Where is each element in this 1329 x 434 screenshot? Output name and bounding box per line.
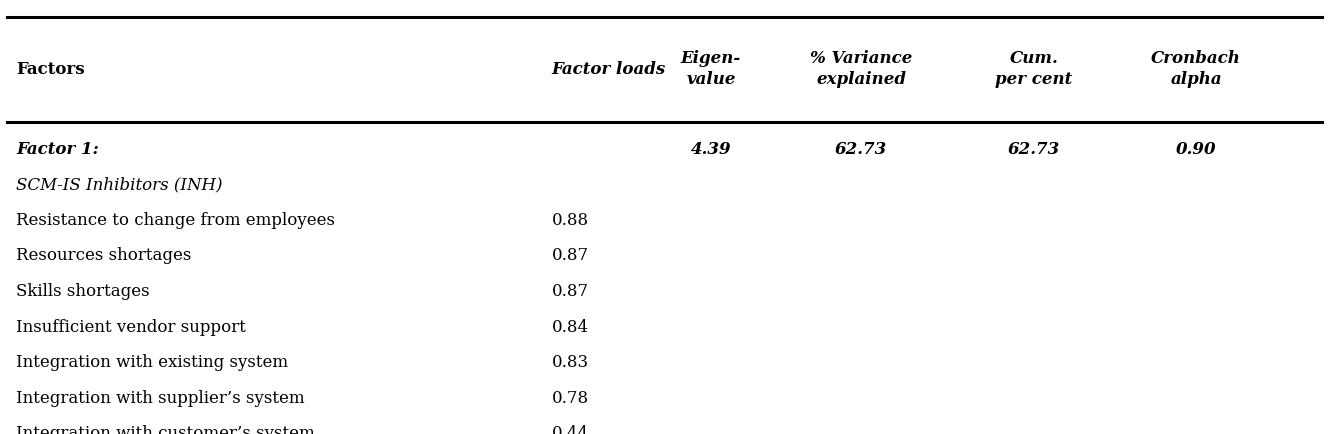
Text: SCM-IS Inhibitors (INH): SCM-IS Inhibitors (INH) bbox=[16, 176, 222, 193]
Text: 0.90: 0.90 bbox=[1176, 141, 1216, 158]
Text: 0.87: 0.87 bbox=[552, 247, 589, 264]
Text: Integration with customer’s system: Integration with customer’s system bbox=[16, 425, 315, 434]
Text: Factor 1:: Factor 1: bbox=[16, 141, 98, 158]
Text: 0.88: 0.88 bbox=[552, 212, 589, 229]
Text: Factor loads: Factor loads bbox=[552, 61, 666, 78]
Text: % Variance
explained: % Variance explained bbox=[809, 50, 913, 89]
Text: 0.83: 0.83 bbox=[552, 354, 589, 371]
Text: Integration with existing system: Integration with existing system bbox=[16, 354, 288, 371]
Text: Resistance to change from employees: Resistance to change from employees bbox=[16, 212, 335, 229]
Text: Cum.
per cent: Cum. per cent bbox=[995, 50, 1073, 89]
Text: 0.84: 0.84 bbox=[552, 319, 589, 335]
Text: Insufficient vendor support: Insufficient vendor support bbox=[16, 319, 246, 335]
Text: Factors: Factors bbox=[16, 61, 85, 78]
Text: Resources shortages: Resources shortages bbox=[16, 247, 191, 264]
Text: Eigen-
value: Eigen- value bbox=[680, 50, 742, 89]
Text: Cronbach
alpha: Cronbach alpha bbox=[1151, 50, 1241, 89]
Text: 0.87: 0.87 bbox=[552, 283, 589, 300]
Text: 62.73: 62.73 bbox=[1007, 141, 1061, 158]
Text: 0.78: 0.78 bbox=[552, 390, 589, 407]
Text: 62.73: 62.73 bbox=[835, 141, 888, 158]
Text: Skills shortages: Skills shortages bbox=[16, 283, 150, 300]
Text: 0.44: 0.44 bbox=[552, 425, 589, 434]
Text: 4.39: 4.39 bbox=[691, 141, 731, 158]
Text: Integration with supplier’s system: Integration with supplier’s system bbox=[16, 390, 304, 407]
